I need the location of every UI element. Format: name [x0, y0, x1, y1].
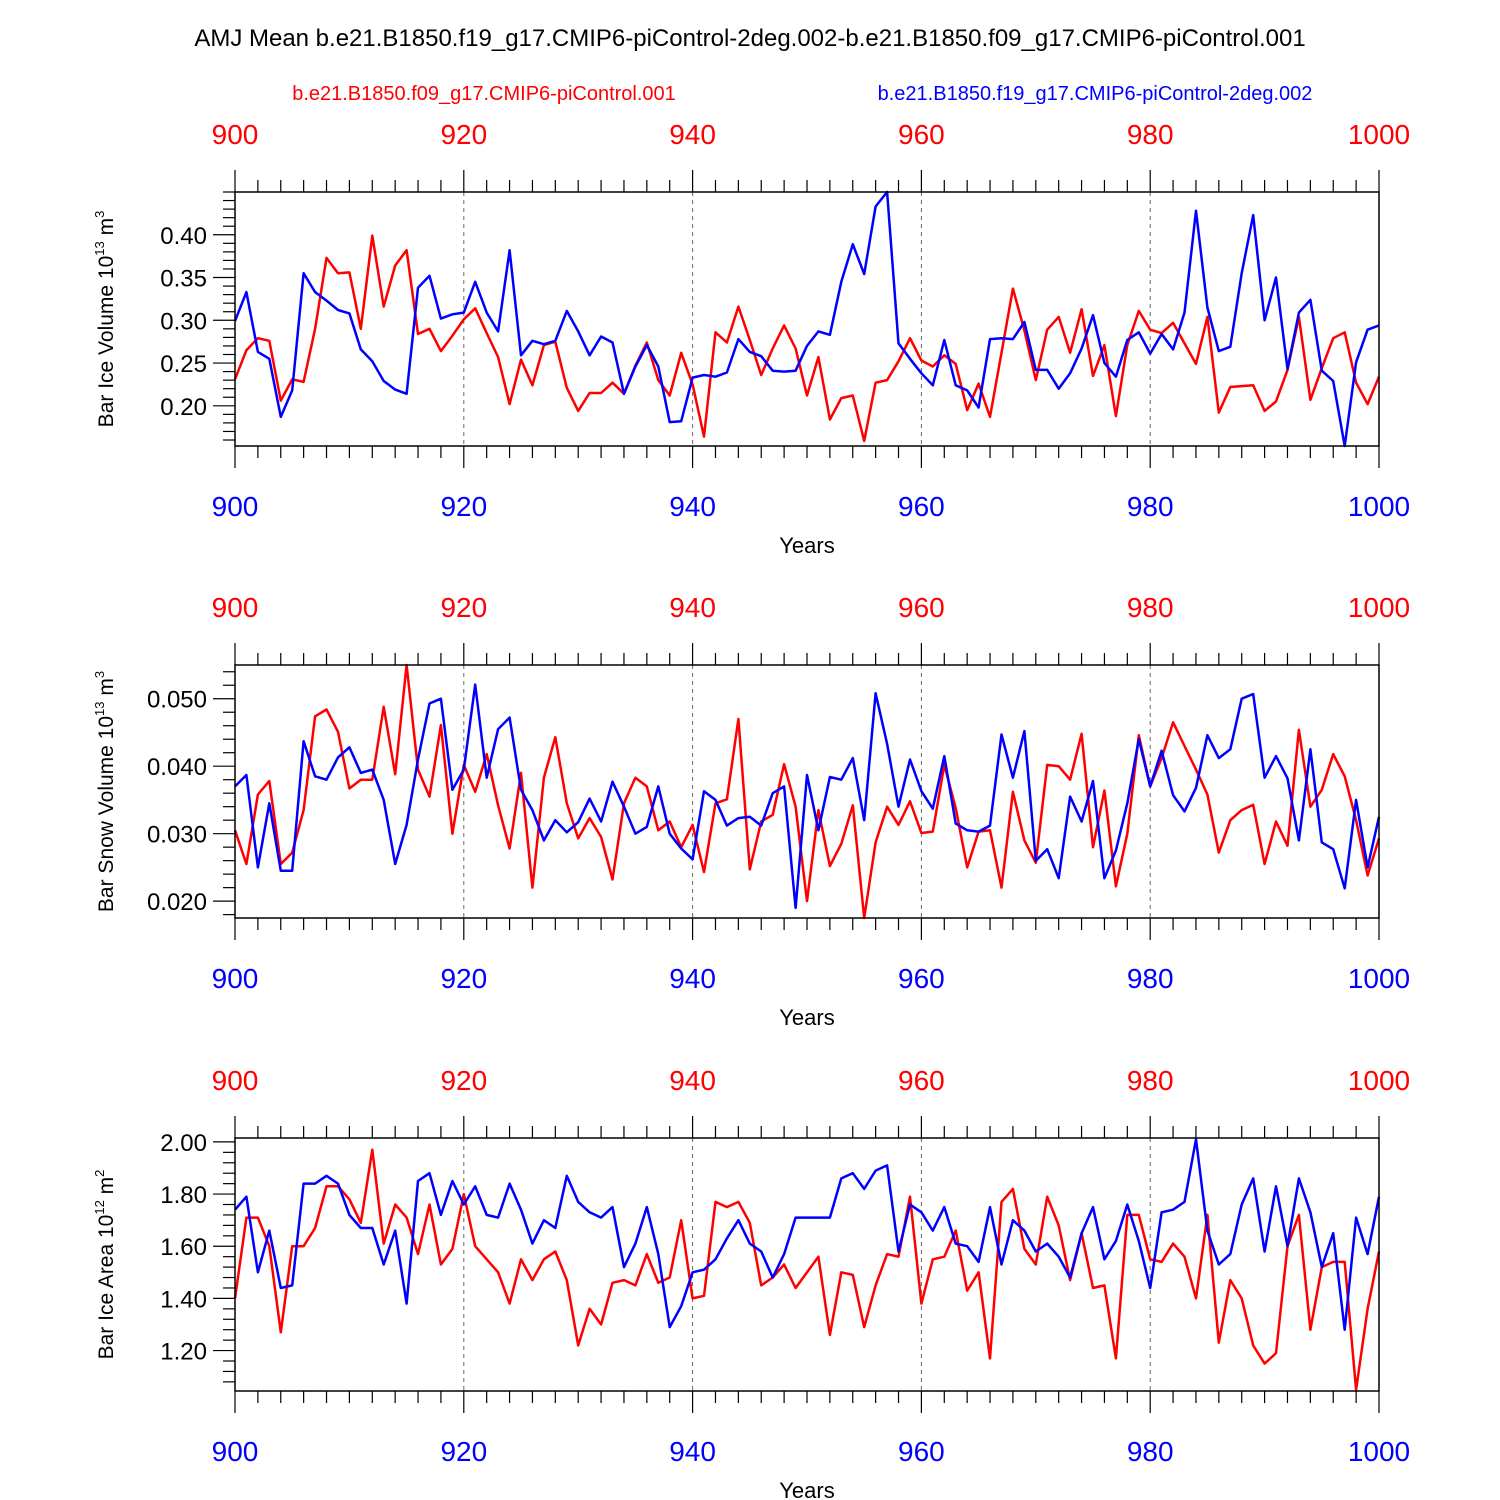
x-tick-label-top: 960 [898, 119, 945, 150]
legend-blue-label: b.e21.B1850.f19_g17.CMIP6-piControl-2deg… [878, 83, 1313, 105]
y-tick-label: 1.60 [160, 1234, 207, 1261]
series-line-blue [233, 190, 1380, 448]
x-tick-label-top: 920 [440, 1065, 487, 1096]
x-tick-label-top: 940 [669, 1065, 716, 1096]
y-axis-label-exponent: 13 [92, 241, 107, 255]
chart-title: AMJ Mean b.e21.B1850.f19_g17.CMIP6-piCon… [194, 25, 1305, 52]
x-tick-label-top: 1000 [1348, 592, 1410, 623]
x-tick-label-bottom: 980 [1127, 491, 1174, 522]
x-tick-label-top: 940 [669, 592, 716, 623]
y-axis-label-unit: m [95, 218, 118, 241]
panel-ice-area: 1.20 1.40 1.60 1.80 2.00 900 900 920 920 940 940 96… [92, 1065, 1410, 1500]
y-tick-label: 0.020 [147, 889, 207, 916]
x-tick-label-bottom: 1000 [1348, 1436, 1410, 1467]
y-axis-label-unit: m [95, 1177, 118, 1200]
x-tick-label-bottom: 940 [669, 491, 716, 522]
x-tick-label-bottom: 920 [440, 1436, 487, 1467]
series-line-red [233, 663, 1381, 920]
x-tick-label-bottom: 1000 [1348, 963, 1410, 994]
x-axis-label: Years [779, 1005, 834, 1030]
y-tick-label: 0.30 [160, 308, 207, 335]
x-tick-label-top: 960 [898, 592, 945, 623]
x-tick-label-top: 940 [669, 119, 716, 150]
panels: 0.20 0.25 0.30 0.35 0.40 900 900 920 920 940 940 96… [92, 119, 1410, 1500]
y-axis-label-unit: m [95, 678, 118, 701]
panel-ice-volume: 0.20 0.25 0.30 0.35 0.40 900 900 920 920 940 940 96… [92, 119, 1410, 558]
y-tick-label: 0.030 [147, 822, 207, 849]
x-tick-label-top: 960 [898, 1065, 945, 1096]
x-tick-label-top: 900 [212, 119, 259, 150]
y-axis-label-main: Bar Snow Volume 10 [95, 716, 118, 912]
y-axis-label: Bar Ice Area 1012 m2 [92, 1170, 118, 1360]
series-line-red [233, 1148, 1381, 1391]
y-axis-label-exponent: 13 [92, 701, 107, 715]
plot-frame [234, 191, 1380, 447]
y-tick-label: 1.40 [160, 1286, 207, 1313]
y-axis-label: Bar Ice Volume 1013 m3 [92, 211, 118, 428]
x-tick-label-top: 980 [1127, 1065, 1174, 1096]
x-tick-label-bottom: 900 [212, 491, 259, 522]
y-axis-label-unit-exponent: 2 [92, 1170, 107, 1177]
y-axis-label-main: Bar Ice Area 10 [95, 1215, 118, 1360]
x-tick-label-top: 920 [440, 592, 487, 623]
x-tick-label-bottom: 920 [440, 491, 487, 522]
y-tick-label: 0.35 [160, 266, 207, 293]
y-tick-label: 1.80 [160, 1182, 207, 1209]
x-tick-label-bottom: 900 [212, 963, 259, 994]
x-tick-label-bottom: 960 [898, 491, 945, 522]
y-tick-label: 1.20 [160, 1339, 207, 1366]
plot-frame [234, 1137, 1380, 1392]
y-tick-label: 0.25 [160, 351, 207, 378]
x-tick-label-bottom: 980 [1127, 963, 1174, 994]
x-tick-label-top: 980 [1127, 119, 1174, 150]
y-tick-label: 0.20 [160, 394, 207, 421]
x-tick-label-bottom: 980 [1127, 1436, 1174, 1467]
x-tick-label-top: 1000 [1348, 119, 1410, 150]
y-tick-label: 0.40 [160, 223, 207, 250]
y-axis-label: Bar Snow Volume 1013 m3 [92, 671, 118, 912]
x-axis-label: Years [779, 533, 834, 558]
plot-frame [234, 664, 1380, 919]
y-axis-label-unit-exponent: 3 [92, 671, 107, 678]
x-tick-label-bottom: 960 [898, 963, 945, 994]
x-tick-label-bottom: 940 [669, 1436, 716, 1467]
series-line-blue [234, 683, 1381, 910]
y-axis-label-exponent: 12 [92, 1200, 107, 1214]
x-axis-label: Years [779, 1478, 834, 1500]
y-axis-label-unit-exponent: 3 [92, 211, 107, 218]
x-tick-label-top: 920 [440, 119, 487, 150]
x-tick-label-top: 900 [212, 1065, 259, 1096]
y-tick-label: 2.00 [160, 1130, 207, 1157]
x-tick-label-bottom: 920 [440, 963, 487, 994]
x-tick-label-bottom: 900 [212, 1436, 259, 1467]
y-axis-label-main: Bar Ice Volume 10 [95, 256, 118, 428]
panel-snow-volume: 0.020 0.030 0.040 0.050 900 900 920 920 940 940 96… [92, 592, 1410, 1030]
y-tick-label: 0.050 [147, 687, 207, 714]
series-line-red [233, 234, 1381, 443]
x-tick-label-top: 980 [1127, 592, 1174, 623]
y-tick-label: 0.040 [147, 754, 207, 781]
x-tick-label-bottom: 960 [898, 1436, 945, 1467]
x-tick-label-bottom: 1000 [1348, 491, 1410, 522]
series-line-blue [234, 1138, 1381, 1331]
x-tick-label-top: 900 [212, 592, 259, 623]
legend-red-label: b.e21.B1850.f09_g17.CMIP6-piControl.001 [292, 83, 676, 105]
x-tick-label-bottom: 940 [669, 963, 716, 994]
x-tick-label-top: 1000 [1348, 1065, 1410, 1096]
